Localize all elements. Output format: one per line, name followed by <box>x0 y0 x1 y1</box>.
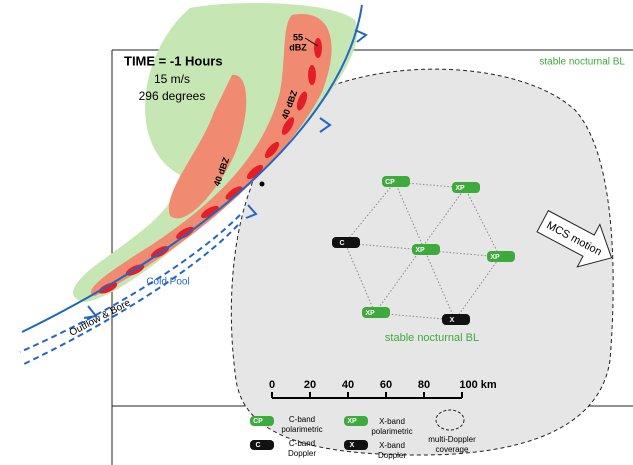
site-dot <box>260 182 265 187</box>
radar-label: XP <box>415 247 425 254</box>
legend-icon: XP <box>347 418 357 425</box>
legend-text: polarimetric <box>281 425 322 434</box>
radar-label: C <box>339 240 344 247</box>
legend-text: X-band <box>379 417 405 426</box>
radar-label: XP <box>365 310 375 317</box>
speed-label: 15 m/s <box>154 72 190 86</box>
legend-text: C-band <box>289 439 315 448</box>
scale-label: 0 <box>269 379 275 391</box>
legend-text: polarimetric <box>371 427 412 436</box>
legend-text: X-band <box>379 441 405 450</box>
legend-text: coverage <box>436 445 469 454</box>
diagram: TIME = -1 Hours 15 m/s 296 degrees 55 dB… <box>0 0 633 465</box>
time-label: TIME = -1 Hours <box>124 53 223 68</box>
dbz-label: dBZ <box>289 42 307 52</box>
legend-text: multi-Doppler <box>428 435 476 444</box>
legend-text: Doppler <box>378 451 406 460</box>
legend-icon: C <box>255 442 260 449</box>
scale-label: 20 <box>304 379 316 391</box>
legend-icon: X <box>350 442 355 449</box>
cold-pool-label: Cold Pool <box>146 277 189 288</box>
radar-label: XP <box>490 254 500 261</box>
radar-label: CP <box>385 179 395 186</box>
legend-text: Doppler <box>288 449 316 458</box>
radar-label: X <box>450 317 455 324</box>
legend-icon: CP <box>253 418 263 425</box>
scale-label: 60 <box>380 379 392 391</box>
direction-label: 296 degrees <box>139 89 206 103</box>
scale-label: 40 <box>342 379 354 391</box>
dbz-label: 55 <box>293 32 303 42</box>
scale-label: 80 <box>418 379 430 391</box>
bl-label: stable nocturnal BL <box>385 332 479 344</box>
bl-label: stable nocturnal BL <box>539 57 625 68</box>
legend-text: C-band <box>289 415 315 424</box>
radar-label: XP <box>455 185 465 192</box>
scale-label: 100 km <box>459 379 497 391</box>
